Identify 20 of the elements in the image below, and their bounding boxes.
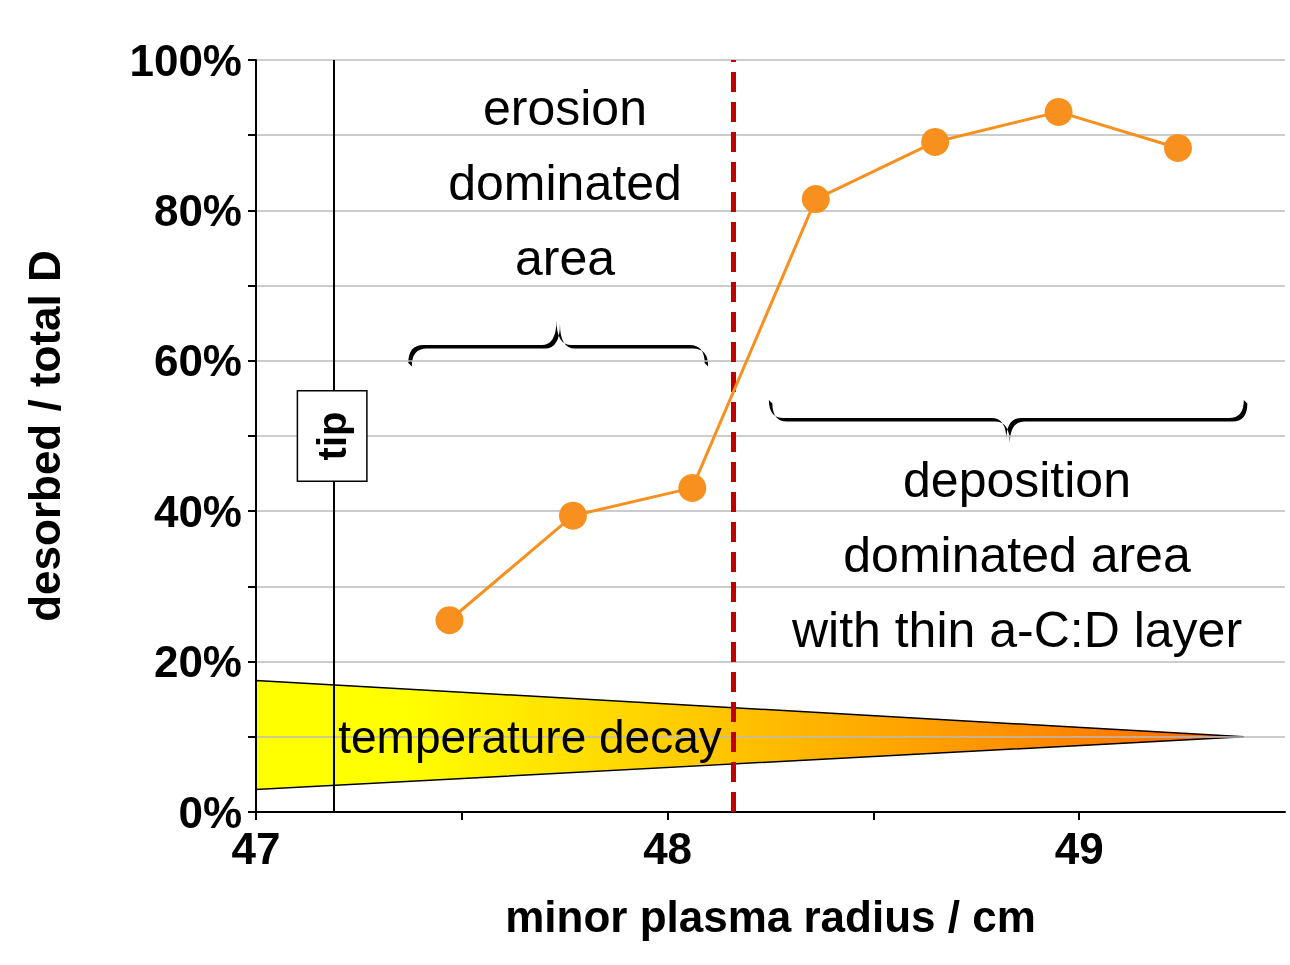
y-tick-label: 60% [153, 336, 242, 386]
point [921, 127, 950, 156]
point [558, 501, 587, 530]
point [678, 473, 707, 502]
y-tick-label: 80% [153, 185, 242, 235]
x-tick-label: 49 [1054, 823, 1104, 873]
y-tick-label: 100% [129, 35, 242, 85]
point [1044, 97, 1073, 126]
point [801, 185, 830, 214]
x-tick-label: 48 [643, 823, 693, 873]
annotation: erosion dominated area [448, 80, 682, 286]
y-axis-title: desorbed / total D [19, 250, 69, 622]
annotation: deposition dominated area with thin a-C:D layer [790, 452, 1243, 658]
annotation: temperature decay [338, 711, 722, 763]
point [435, 606, 464, 635]
x-axis-title: minor plasma radius / cm [505, 891, 1036, 941]
point [1164, 133, 1192, 162]
ref-line-label: tip [310, 411, 355, 461]
y-tick-label: 20% [153, 637, 242, 687]
y-tick-label: 40% [153, 486, 242, 536]
